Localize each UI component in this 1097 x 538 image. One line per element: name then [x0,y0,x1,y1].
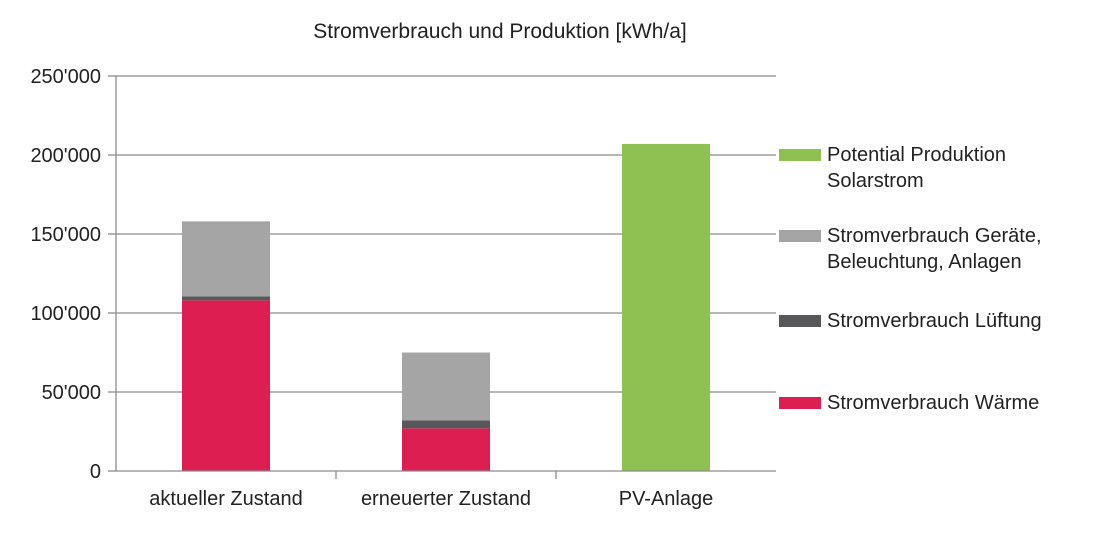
axes: 0 50'000 100'000 150'000 200'000 250'000 aktue… [30,66,776,510]
bar-segment [622,143,710,471]
x-category-label: PV-Anlage [619,488,714,510]
bar-segment [402,420,490,429]
x-category-label: aktueller Zustand [149,488,302,510]
legend-label: Solarstrom [827,170,924,192]
legend-label: Stromverbrauch Geräte, [827,225,1042,247]
legend-label: Stromverbrauch Lüftung [827,310,1042,332]
bars [182,143,710,471]
y-tick-label: 250'000 [30,66,101,88]
legend-label: Stromverbrauch Wärme [827,392,1039,414]
y-tick-label: 0 [90,461,101,483]
chart-title: Stromverbrauch und Produktion [kWh/a] [313,20,687,43]
bar-segment [182,300,270,471]
x-category-label: erneuerter Zustand [361,488,531,510]
legend-swatch [779,149,821,161]
bar-segment [402,352,490,421]
legend-label: Beleuchtung, Anlagen [827,251,1022,273]
bar-segment [402,428,490,471]
y-tick-label: 150'000 [30,224,101,246]
bar-segment [182,296,270,301]
bar-segment [182,221,270,297]
y-tick-label: 100'000 [30,303,101,325]
legend-swatch [779,315,821,327]
legend-swatch [779,397,821,409]
legend: Potential Produktion Solarstrom Stromverbr… [779,144,1042,414]
legend-label: Potential Produktion [827,144,1006,166]
y-tick-label: 50'000 [42,382,101,404]
y-tick-label: 200'000 [30,145,101,167]
legend-swatch [779,230,821,242]
